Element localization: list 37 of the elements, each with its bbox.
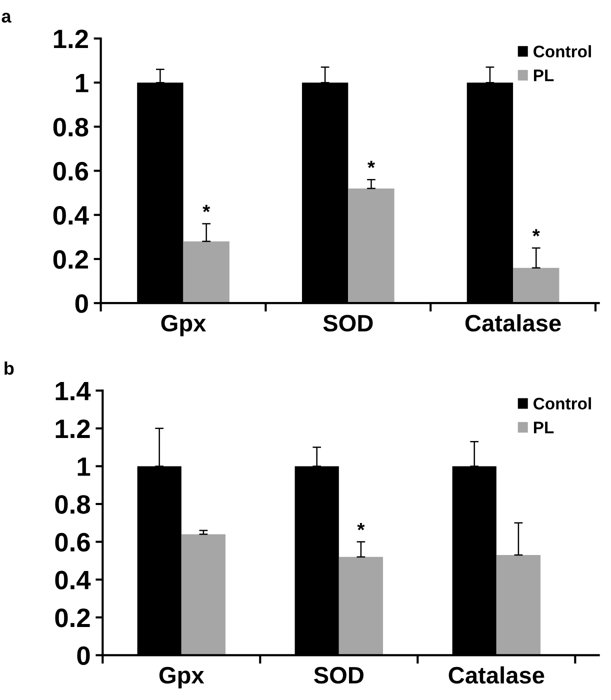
x-tick-label: Gpx — [159, 666, 204, 688]
x-tick-label: Gpx — [161, 314, 206, 336]
y-tick-label: 0 — [75, 294, 88, 313]
legend-label: Control — [534, 397, 591, 410]
legend-label: PL — [534, 422, 554, 434]
bar — [513, 268, 560, 304]
y-tick-label: 0.4 — [53, 206, 89, 225]
y-tick-label: 0 — [77, 646, 90, 666]
annotation: * — [532, 229, 540, 236]
y-tick-label: 1.2 — [56, 420, 90, 438]
x-tick-label: Catalase — [465, 314, 561, 332]
legend-label: PL — [534, 70, 554, 82]
annotation: * — [357, 523, 365, 530]
y-tick-label: 1 — [76, 74, 88, 92]
x-tick-label: Catalase — [448, 666, 544, 684]
bar — [181, 534, 226, 656]
y-tick-label: 0.4 — [55, 570, 91, 590]
bar — [496, 555, 541, 656]
y-tick-label: 1.4 — [56, 382, 91, 400]
x-tick-label: SOD — [314, 666, 364, 684]
y-tick-label: 1.2 — [54, 30, 88, 48]
y-tick-label: 0.6 — [53, 162, 88, 181]
bar — [183, 241, 230, 304]
y-tick-label: 0.6 — [55, 532, 90, 552]
text: a — [2, 12, 12, 23]
annotation: * — [368, 160, 375, 168]
text: b — [4, 361, 14, 375]
y-tick-label: 1 — [78, 458, 90, 476]
y-tick-label: 0.8 — [53, 118, 88, 137]
bar — [338, 556, 383, 656]
y-tick-label: 0.2 — [55, 608, 90, 628]
legend-label: Control — [534, 45, 591, 58]
annotation: * — [202, 204, 210, 212]
y-tick-label: 0.8 — [55, 495, 90, 514]
y-tick-label: 0.2 — [53, 250, 88, 269]
x-tick-label: SOD — [323, 314, 373, 332]
bar — [348, 188, 394, 304]
